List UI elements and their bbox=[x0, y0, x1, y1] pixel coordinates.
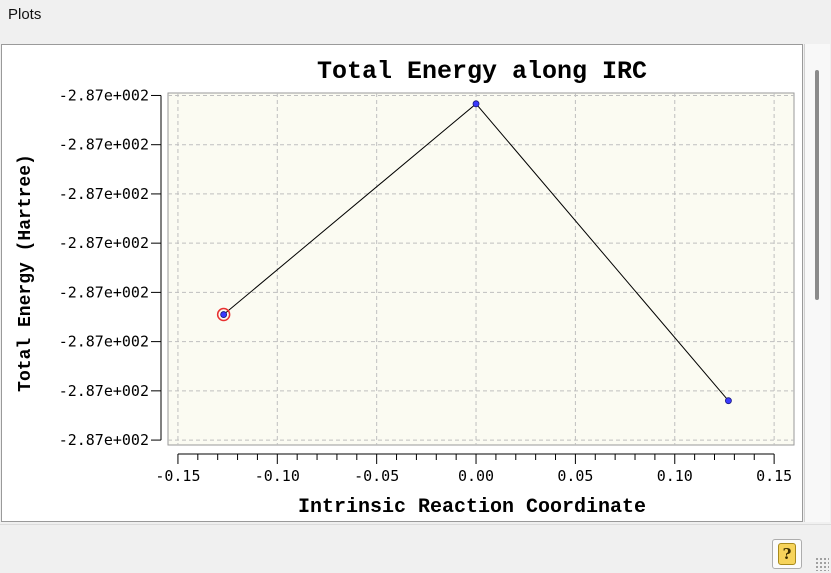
scrollbar-thumb[interactable] bbox=[815, 70, 819, 300]
y-tick-label: -2.87e+002 bbox=[59, 382, 149, 400]
grid-lines bbox=[168, 93, 794, 445]
y-tick-label: -2.87e+002 bbox=[59, 431, 149, 449]
x-tick-label: 0.00 bbox=[458, 467, 494, 485]
y-tick-label: -2.87e+002 bbox=[59, 86, 149, 104]
y-tick-label: -2.87e+002 bbox=[59, 185, 149, 203]
x-tick-label: 0.05 bbox=[557, 467, 593, 485]
y-tick-label: -2.87e+002 bbox=[59, 136, 149, 154]
series-layer bbox=[216, 100, 732, 405]
help-button[interactable]: ? bbox=[772, 539, 802, 569]
irc-chart: -0.15 -0.10 -0.05 0.00 0.05 0.10 0.15 -2.87e+00… bbox=[16, 57, 795, 519]
x-axis-label: Intrinsic Reaction Coordinate bbox=[298, 496, 646, 519]
window-title: Plots bbox=[8, 6, 42, 23]
x-tick-label: -0.15 bbox=[155, 467, 200, 485]
plot-background bbox=[167, 92, 795, 446]
chart-title: Total Energy along IRC bbox=[317, 57, 647, 86]
help-book-icon: ? bbox=[778, 543, 796, 565]
bottom-bar bbox=[0, 524, 831, 573]
vertical-scrollbar[interactable] bbox=[804, 44, 830, 522]
selected-point-marker bbox=[216, 307, 231, 322]
y-tick-label: -2.87e+002 bbox=[59, 283, 149, 301]
x-tick-label: 0.10 bbox=[657, 467, 693, 485]
axes: -0.15 -0.10 -0.05 0.00 0.05 0.10 0.15 -2.87e+00… bbox=[59, 86, 793, 485]
x-tick-label: -0.10 bbox=[255, 467, 300, 485]
y-tick-label: -2.87e+002 bbox=[59, 333, 149, 351]
x-tick-label: 0.15 bbox=[756, 467, 792, 485]
y-axis-label: Total Energy (Hartree) bbox=[16, 154, 36, 392]
data-point bbox=[472, 100, 480, 108]
y-tick-label: -2.87e+002 bbox=[59, 234, 149, 252]
data-point bbox=[725, 397, 732, 405]
plot-area bbox=[167, 92, 795, 446]
data-point bbox=[220, 311, 228, 318]
plot-panel: -0.15 -0.10 -0.05 0.00 0.05 0.10 0.15 -2.87e+00… bbox=[1, 44, 803, 522]
x-tick-label: -0.05 bbox=[354, 467, 399, 485]
resize-grip-icon[interactable] bbox=[815, 557, 829, 571]
